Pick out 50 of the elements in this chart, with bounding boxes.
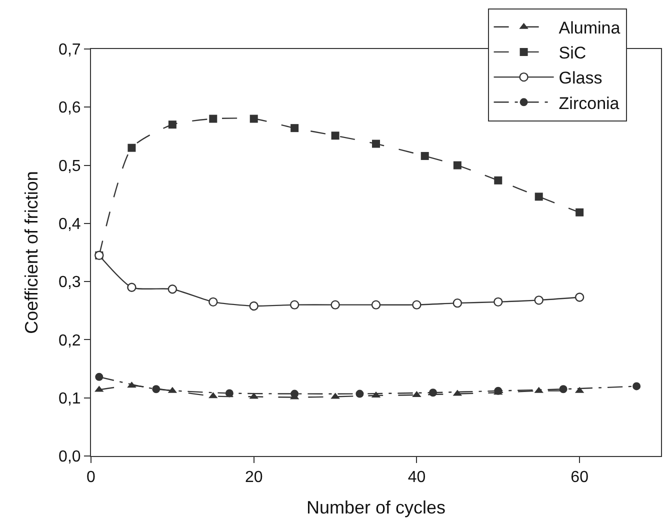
point: [290, 124, 299, 132]
point: [372, 140, 380, 148]
y-tick-label: 0,4: [58, 216, 81, 234]
point: [494, 297, 503, 307]
point: [371, 300, 381, 310]
y-tick-label: 0,1: [58, 390, 81, 408]
point: [412, 300, 422, 310]
legend-label: Glass: [558, 68, 602, 88]
legend-label: Alumina: [558, 18, 621, 38]
point: [168, 120, 176, 129]
y-tick-label: 0,3: [58, 274, 81, 292]
point: [420, 152, 429, 160]
legend-label: SiC: [558, 44, 586, 63]
x-tick-label: 0: [86, 469, 96, 486]
point: [128, 144, 136, 152]
point: [534, 192, 543, 201]
point: [290, 300, 300, 310]
point: [534, 296, 544, 305]
y-tick-label: 0,6: [58, 100, 81, 117]
point: [330, 300, 340, 310]
x-tick-label: 60: [570, 469, 589, 486]
y-tick-label: 0,0: [58, 448, 81, 466]
point: [127, 282, 136, 292]
y-tick-label: 0,2: [58, 332, 81, 350]
point: [356, 390, 364, 398]
legend-label: Zirconia: [558, 94, 620, 113]
point: [453, 161, 462, 170]
point: [209, 114, 218, 123]
point: [208, 297, 218, 307]
point: [95, 372, 104, 381]
point: [632, 382, 641, 390]
point: [559, 385, 568, 394]
point: [249, 301, 258, 311]
point: [225, 389, 234, 398]
point: [576, 208, 584, 216]
point: [250, 114, 258, 123]
point: [429, 388, 437, 397]
point: [168, 284, 178, 294]
point: [574, 292, 584, 302]
point: [152, 385, 160, 394]
point: [290, 390, 299, 398]
x-tick-label: 20: [244, 469, 263, 486]
point: [452, 298, 462, 308]
y-axis-title: Coefficient of friction: [22, 171, 42, 334]
point: [331, 132, 340, 140]
x-axis-title: Number of cycles: [306, 497, 446, 518]
x-tick-label: 40: [408, 469, 426, 486]
y-tick-label: 0,5: [58, 158, 81, 175]
y-tick-label: 0,7: [58, 42, 81, 59]
point: [494, 176, 502, 184]
